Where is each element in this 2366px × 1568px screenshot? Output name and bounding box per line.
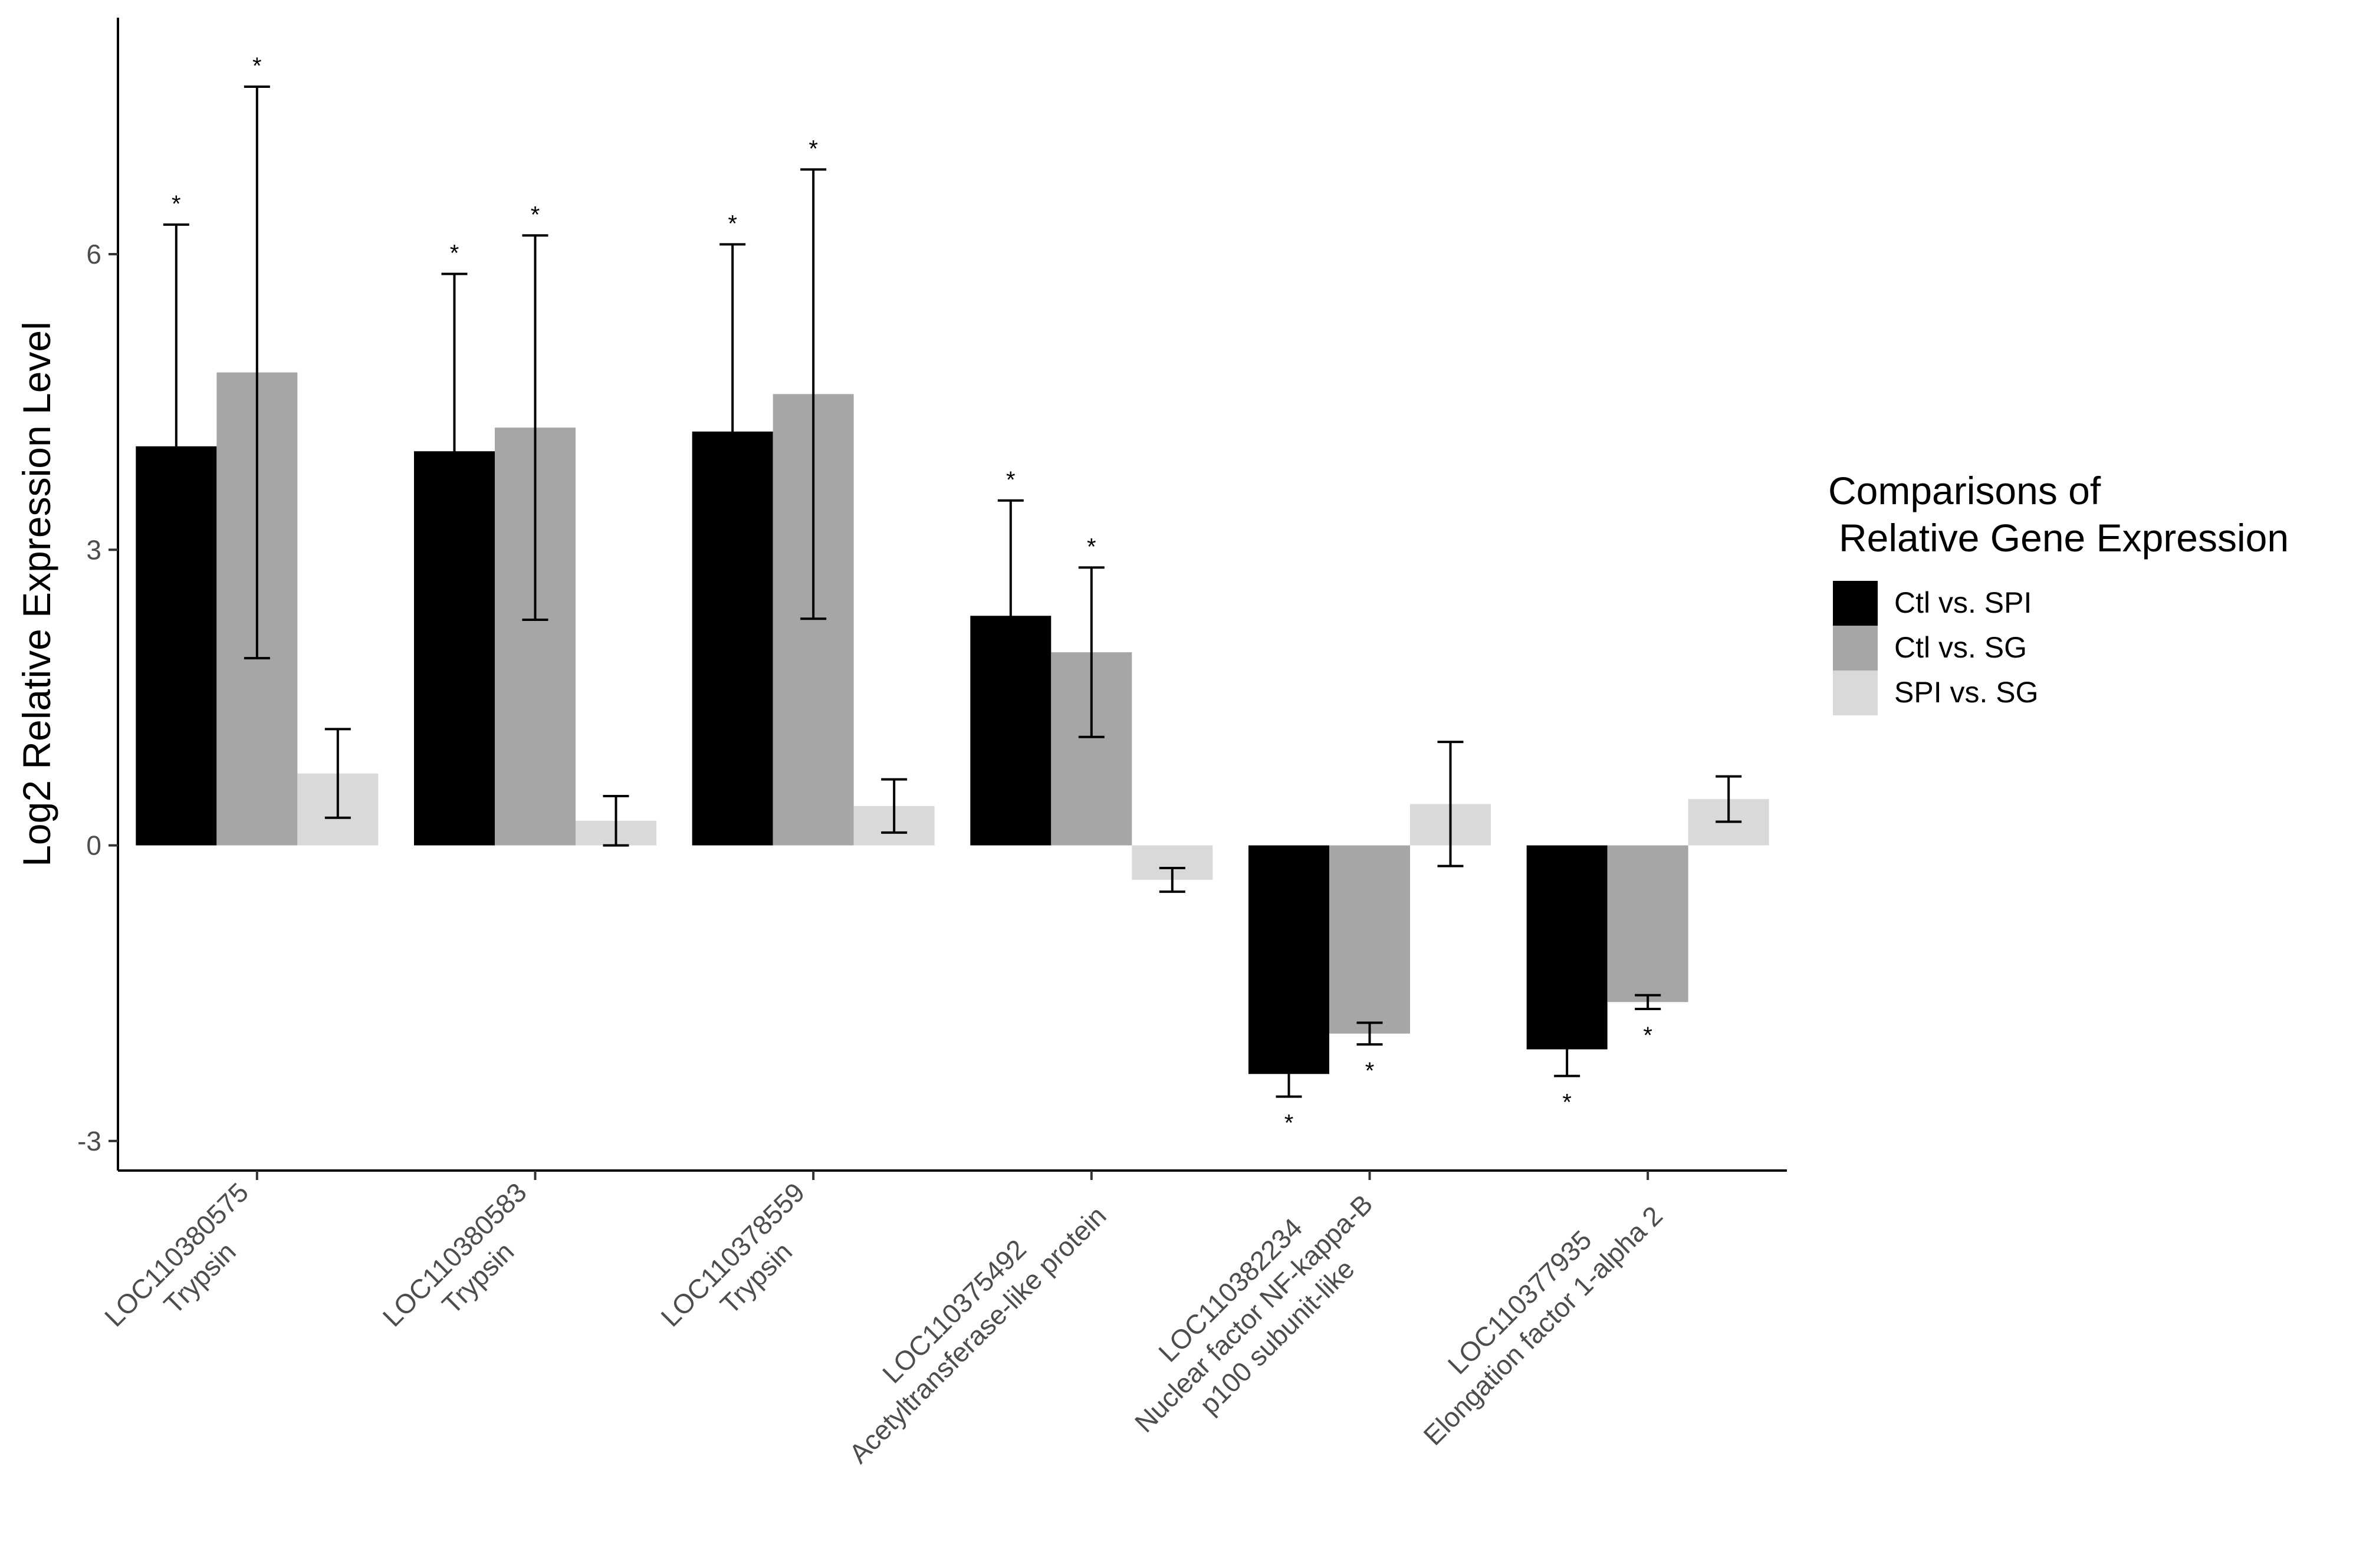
significance-marker: * [1284, 1110, 1294, 1136]
bar [1526, 845, 1608, 1050]
significance-marker: * [809, 136, 818, 162]
significance-marker: * [1643, 1023, 1652, 1048]
significance-marker: * [1365, 1058, 1375, 1084]
legend-label: SPI vs. SG [1894, 676, 2039, 709]
significance-marker: * [728, 211, 737, 236]
significance-marker: * [1006, 467, 1016, 493]
significance-marker: * [1087, 534, 1096, 560]
legend-label: Ctl vs. SPI [1894, 586, 2032, 619]
significance-marker: * [1562, 1090, 1572, 1116]
x-tick-label-text: LOC110375492Acetyltransferase-like prote… [820, 1177, 1112, 1470]
bar [1248, 845, 1329, 1074]
bar [1329, 845, 1410, 1034]
x-tick-label-line: Elongation factor 1-alpha 2 [1417, 1200, 1668, 1451]
x-tick-label: LOC110375492Acetyltransferase-like prote… [820, 1177, 1112, 1470]
significance-marker: * [252, 53, 262, 79]
x-tick-label-text: LOC110382234Nuclear factor NF-kappa-Bp10… [1105, 1165, 1402, 1462]
legend-title-line: Comparisons of [1828, 469, 2101, 512]
y-tick-label: -3 [77, 1126, 101, 1156]
x-tick-label: LOC110378559Trypsin [655, 1177, 834, 1356]
significance-marker: * [531, 202, 540, 228]
x-tick-label-text: LOC110378559Trypsin [655, 1177, 834, 1356]
legend-swatch [1833, 626, 1878, 670]
x-tick-label-line: Nuclear factor NF-kappa-B [1129, 1188, 1379, 1438]
x-tick-label: LOC110380583Trypsin [377, 1177, 556, 1356]
bar [1607, 845, 1688, 1002]
y-tick-label: 3 [86, 534, 101, 565]
legend-title-line: Relative Gene Expression [1839, 516, 2289, 560]
x-tick-label-text: LOC110377935Elongation factor 1-alpha 2 [1394, 1177, 1668, 1451]
y-axis-title: Log2 Relative Expression Level [15, 321, 58, 867]
x-tick-label-text: LOC110380575Trypsin [98, 1177, 278, 1356]
y-tick-label: 6 [86, 239, 101, 269]
x-tick-label: LOC110377935Elongation factor 1-alpha 2 [1394, 1177, 1668, 1451]
legend-swatch [1833, 581, 1878, 626]
significance-marker: * [450, 240, 459, 266]
x-tick-label: LOC110380575Trypsin [98, 1177, 278, 1356]
x-tick-label: LOC110382234Nuclear factor NF-kappa-Bp10… [1105, 1165, 1402, 1462]
x-tick-label-line: Acetyltransferase-like protein [843, 1200, 1112, 1469]
x-tick-label-text: LOC110380583Trypsin [377, 1177, 556, 1356]
plot-area: -3 0 3 6 * * LOC110380575Trypsin * * LOC110380583… [77, 18, 1787, 1469]
y-tick-label: 0 [86, 830, 101, 861]
legend-swatch [1833, 670, 1878, 715]
legend-label: Ctl vs. SG [1894, 631, 2027, 664]
significance-marker: * [172, 191, 181, 217]
